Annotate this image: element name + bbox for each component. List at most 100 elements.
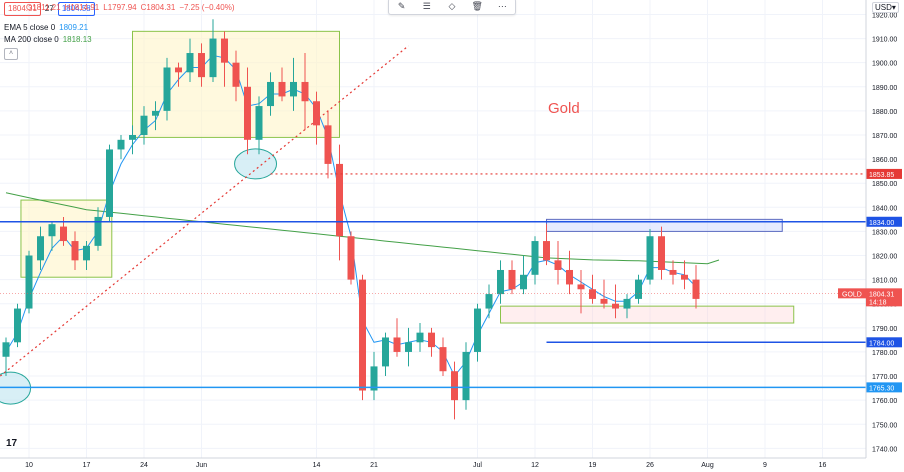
time-tick-label: 24 [140,462,148,469]
candle-body [129,134,136,140]
symbol-tag-bg [838,288,866,299]
hline-label: 1834.00 [869,220,894,227]
candle-body [209,38,217,78]
ma-legend-label: MA 200 close 0 [4,35,59,44]
candle-body [48,224,56,237]
candle-body [71,241,79,261]
current-price-label: 1804.31 [869,291,894,298]
legend: 1804.31 27 1804.58 O1811.21 H1814.91 L17… [4,2,234,60]
candle-body [2,342,10,357]
candle-body [117,139,125,150]
price-tick-label: 1860.00 [872,157,897,164]
candle-body [175,67,182,73]
price-tick-label: 1830.00 [872,229,897,236]
candle-body [152,110,159,116]
time-axis[interactable]: 10 17 24 Jun 14 21 Jul 12 19 26 Aug 9 16 [0,457,866,469]
price-tick-label: 1880.00 [872,109,897,116]
candle-body [313,101,320,126]
ema-legend-row[interactable]: EMA 5 close 0 1809.21 [4,22,95,34]
hline-label: 1765.30 [869,385,894,392]
price-axis[interactable]: 1920.00 1910.00 1900.00 1890.00 1880.00 1870.… [0,0,902,458]
hline-label-bg [866,337,902,348]
candles [2,19,700,420]
change-value: −7.25 (−0.40%) [179,3,235,12]
candle-body [267,81,274,107]
candle-body [25,255,33,309]
current-price-bg [866,288,902,307]
candle-body [244,86,251,140]
price-tick-label: 1790.00 [872,326,897,333]
candle-body [681,274,688,280]
candle-body [382,337,389,367]
candle-body [198,53,205,78]
countdown-label: 14:18 [869,299,887,306]
chart-title: Gold [548,100,580,117]
ellipse-marker-1 [234,148,278,180]
candle-body [405,342,412,352]
candle-body [554,260,562,270]
candle-body [612,303,619,309]
low-value: L1797.94 [103,3,137,12]
candle-body [635,279,642,299]
price-tick-label: 1850.00 [872,181,897,188]
spread-value: 27 [44,4,54,13]
candle-body [163,67,171,111]
price-tick-label: 1740.00 [872,446,897,453]
symbol-tag: GOLD [842,291,862,298]
candle-body [359,279,366,391]
brush-icon[interactable]: ✎ [397,1,406,11]
hline-label-bg [866,168,902,179]
time-tick-label: 12 [531,462,539,469]
time-tick-label: 19 [589,462,597,469]
candle-body [451,371,458,401]
drawing-toolbar: ✎ ☰ ◇ 🗑 ⋯ [388,0,516,15]
candle-body [232,62,240,87]
candle-body [531,241,539,275]
buy-price-box[interactable]: 1804.58 [57,2,95,16]
time-tick-label: 17 [83,462,91,469]
price-tick-label: 1900.00 [872,61,897,68]
candle-body [658,236,665,270]
price-tick-label: 1780.00 [872,350,897,357]
ma-legend-row[interactable]: MA 200 close 0 1818.13 [4,34,95,46]
price-tick-label: 1870.00 [872,133,897,140]
price-tick-label: 1820.00 [872,254,897,261]
sell-price-box[interactable]: 1804.31 [4,2,41,16]
time-tick-label: 16 [819,462,827,469]
hline-label: 1853.85 [869,172,894,179]
legend-price-row: 1804.31 27 1804.58 [4,2,95,16]
horizontal-lines: 1853.85 1834.00 1784.00 1765.30 [0,168,902,393]
candle-body [255,106,263,140]
ma200-line [5,192,720,265]
candle-body [692,279,700,299]
chevron-down-icon: ▾ [891,3,896,12]
candle-body [336,163,343,237]
hline-label: 1784.00 [869,340,894,347]
time-tick-label: 9 [763,462,767,469]
ma200-path [5,192,720,265]
candle-body [106,149,113,217]
candle-body [301,81,309,102]
hline-label-bg [866,216,902,227]
collapse-legend-icon[interactable]: ˄ [4,48,18,60]
candle-body [37,236,44,261]
ema-legend-label: EMA 5 close 0 [4,23,56,32]
support-zone [500,305,795,324]
candle-body [290,81,297,97]
shapes-icon[interactable]: ◇ [448,1,456,11]
ema-legend-value: 1809.21 [59,23,89,32]
time-tick-label: 21 [370,462,378,469]
ma-legend-value: 1818.13 [62,35,92,44]
tradingview-logo[interactable]: 17 [6,438,17,449]
candle-body [669,269,677,275]
trash-icon[interactable]: 🗑 [471,1,483,11]
currency-selector[interactable]: USD▾ [872,2,899,13]
hline-label-bg [866,382,902,393]
candle-body [543,241,550,261]
more-icon[interactable]: ⋯ [497,1,507,11]
time-tick-label: Jun [196,462,207,469]
drawing-icon[interactable]: ☰ [422,1,431,11]
candle-body [186,53,194,73]
time-tick-label: 26 [646,462,654,469]
